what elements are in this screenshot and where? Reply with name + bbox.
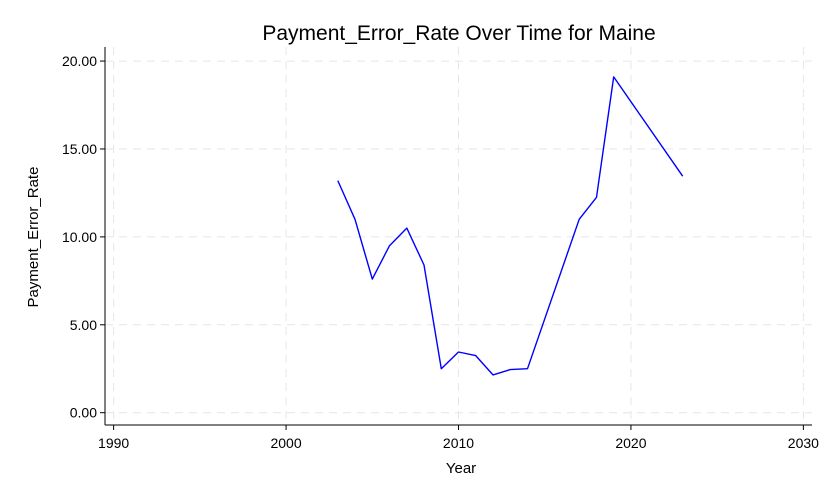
y-axis-ticks: 0.00 5.00 10.00 15.00 20.00 — [62, 53, 105, 421]
y-tick-label: 15.00 — [62, 141, 97, 157]
x-tick-label: 2010 — [443, 435, 474, 451]
grid — [105, 47, 812, 425]
y-tick-label: 10.00 — [62, 229, 97, 245]
x-axis-ticks: 1990 2000 2010 2020 2030 — [98, 425, 819, 451]
x-tick-label: 2020 — [615, 435, 646, 451]
chart-title: Payment_Error_Rate Over Time for Maine — [262, 22, 655, 45]
series-layer — [337, 76, 684, 376]
x-tick-label: 2030 — [788, 435, 819, 451]
x-tick-label: 1990 — [98, 435, 129, 451]
y-axis-label: Payment_Error_Rate — [25, 167, 42, 308]
y-tick-label: 5.00 — [70, 317, 97, 333]
series-line — [337, 76, 684, 376]
x-axis-label: Year — [446, 460, 476, 477]
y-tick-label: 0.00 — [70, 405, 97, 421]
y-tick-label: 20.00 — [62, 53, 97, 69]
x-tick-label: 2000 — [270, 435, 301, 451]
